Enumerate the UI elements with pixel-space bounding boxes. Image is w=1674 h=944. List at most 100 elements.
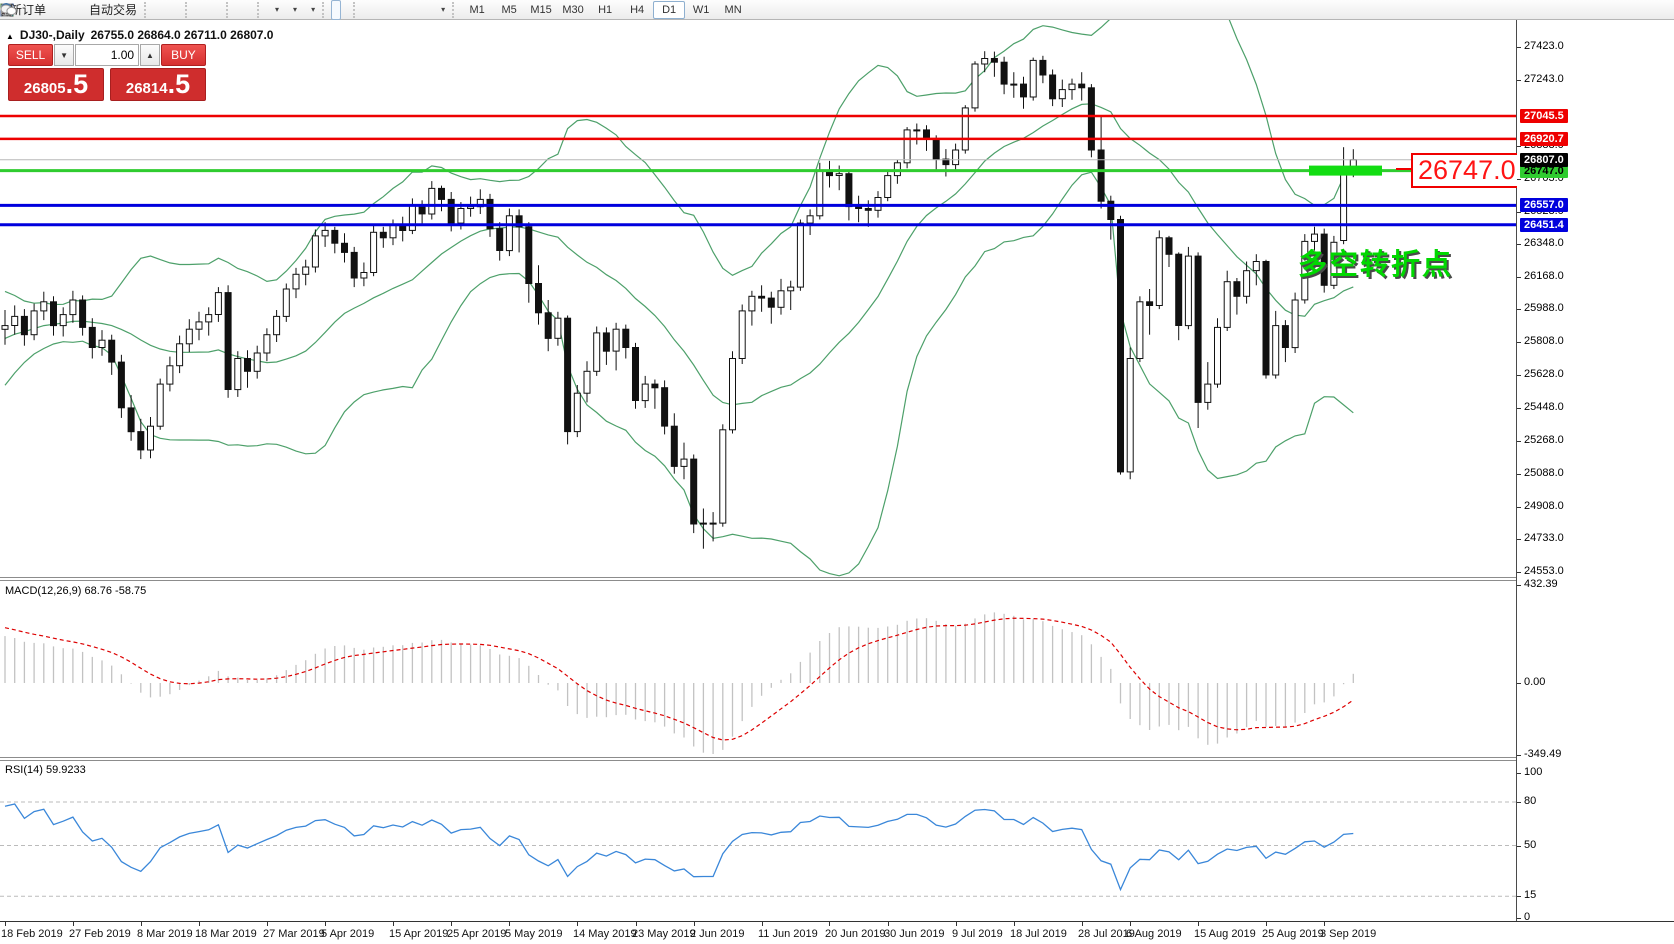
fibonacci-button[interactable]: F bbox=[1, 0, 412, 20]
chart-title: ▲ DJ30-,Daily 26755.0 26864.0 26711.0 26… bbox=[6, 28, 273, 42]
candlesticks bbox=[1, 51, 1357, 549]
crosshair-button[interactable] bbox=[1, 0, 351, 20]
time-tick bbox=[1266, 922, 1267, 926]
macd-canvas[interactable] bbox=[0, 581, 1516, 757]
macd-histogram bbox=[4, 612, 1354, 754]
horizontal-line-button[interactable] bbox=[1, 0, 382, 20]
indicators-button[interactable] bbox=[1, 0, 61, 20]
axis-tick bbox=[1517, 683, 1521, 684]
timeframe-d1-button[interactable]: D1 bbox=[653, 0, 686, 19]
pane-separator[interactable] bbox=[0, 577, 1674, 578]
chevron-down-icon[interactable]: ▾ bbox=[275, 5, 280, 14]
axis-tick-label: 25988.0 bbox=[1524, 302, 1564, 314]
zoom-in-button[interactable] bbox=[1, 0, 204, 20]
auto-scroll-button[interactable] bbox=[3, 0, 255, 20]
axis-tick bbox=[1517, 146, 1521, 147]
date-label: 14 May 2019 bbox=[573, 928, 637, 940]
trendline-button[interactable] bbox=[1, 0, 392, 20]
rsi-axis-label: 15 bbox=[1524, 889, 1537, 901]
axis-tick-label: 25808.0 bbox=[1524, 335, 1564, 347]
price-line-badge: 27045.5 bbox=[1520, 109, 1568, 123]
equidistant-channel-button[interactable]: E bbox=[1, 0, 402, 20]
timeframe-m5-button[interactable]: M5 bbox=[501, 3, 517, 16]
time-tick bbox=[5, 922, 6, 926]
horizontal-line-objects[interactable] bbox=[0, 114, 1516, 227]
timeframe-m30-button[interactable]: M30 bbox=[562, 3, 584, 16]
vertical-line-button[interactable] bbox=[6, 0, 372, 20]
signals-button[interactable] bbox=[0, 0, 81, 20]
pane-separator[interactable] bbox=[0, 580, 1674, 581]
date-label: 3 Sep 2019 bbox=[1320, 928, 1377, 940]
axis-tick bbox=[1517, 441, 1521, 442]
tile-windows-button[interactable] bbox=[0, 0, 224, 20]
price-chart-canvas[interactable] bbox=[0, 20, 1516, 578]
rsi-axis-label: 50 bbox=[1524, 839, 1537, 851]
time-tick bbox=[577, 922, 578, 926]
new-chart-button[interactable]: ▾ bbox=[1, 0, 284, 20]
time-tick bbox=[1082, 922, 1083, 926]
chevron-down-icon[interactable]: ▾ bbox=[293, 5, 298, 14]
zoom-out-button[interactable] bbox=[1, 0, 214, 20]
sell-price[interactable]: 26805.5 bbox=[8, 68, 105, 101]
chevron-down-icon[interactable]: ▾ bbox=[311, 5, 316, 14]
text-label-button[interactable]: T bbox=[1, 0, 432, 20]
date-label: 30 Jun 2019 bbox=[884, 928, 945, 940]
highlight-rectangle[interactable] bbox=[1309, 165, 1382, 176]
ohlc-values: 26755.0 26864.0 26711.0 26807.0 bbox=[90, 28, 274, 42]
volume-decrease-button[interactable]: ▼ bbox=[54, 44, 74, 66]
new-order-label: 新订单 bbox=[10, 3, 47, 17]
time-tick bbox=[199, 922, 200, 926]
price-tag-label[interactable]: 26747.0 bbox=[1411, 153, 1523, 188]
axis-tick bbox=[1517, 773, 1521, 774]
cursor-button[interactable] bbox=[3, 0, 342, 20]
price-line-badge: 26557.0 bbox=[1520, 198, 1568, 212]
bar-chart-button[interactable] bbox=[1, 0, 163, 20]
line-chart-button[interactable] bbox=[0, 0, 183, 20]
date-label: 15 Apr 2019 bbox=[389, 928, 449, 940]
pane-separator[interactable] bbox=[0, 760, 1674, 761]
timeframe-m15-button[interactable]: M15 bbox=[530, 3, 552, 16]
time-axis[interactable]: 18 Feb 2019 27 Feb 2019 8 Mar 2019 18 Mar 2… bbox=[0, 922, 1674, 944]
price-line-badge: 26747.0 bbox=[1520, 164, 1568, 178]
timeframe-w1-button[interactable]: W1 bbox=[692, 3, 710, 16]
turning-point-text[interactable]: 多空转折点 bbox=[1298, 249, 1454, 281]
axis-tick bbox=[1517, 846, 1521, 847]
date-label: 28 Jul 2019 bbox=[1078, 928, 1135, 940]
sell-button[interactable]: SELL bbox=[8, 44, 54, 66]
bollinger-bands[interactable] bbox=[4, 20, 1354, 577]
axis-tick bbox=[1517, 408, 1521, 409]
axis-tick-label: 27243.0 bbox=[1524, 73, 1564, 85]
time-tick bbox=[888, 922, 889, 926]
market-watch-button[interactable] bbox=[2, 0, 71, 20]
axis-tick-label: 26348.0 bbox=[1524, 237, 1564, 249]
buy-button[interactable]: BUY bbox=[160, 44, 206, 66]
axis-tick bbox=[1517, 244, 1521, 245]
candle-chart-button[interactable] bbox=[1, 0, 173, 20]
collapse-arrow-icon[interactable]: ▲ bbox=[6, 32, 14, 41]
chevron-down-icon[interactable]: ▾ bbox=[441, 5, 446, 14]
timeframe-h1-button[interactable]: H1 bbox=[598, 3, 613, 16]
date-label: 25 Apr 2019 bbox=[447, 928, 507, 940]
timeframe-m1-button[interactable]: M1 bbox=[469, 3, 485, 16]
axis-tick bbox=[1517, 918, 1521, 919]
rsi-canvas[interactable] bbox=[0, 762, 1516, 921]
text-button[interactable]: A bbox=[3, 0, 422, 20]
chart-shift-button[interactable] bbox=[2, 0, 245, 20]
volume-increase-button[interactable]: ▲ bbox=[140, 44, 160, 66]
chart-window[interactable]: ▲ DJ30-,Daily 26755.0 26864.0 26711.0 26… bbox=[0, 20, 1674, 944]
pane-separator[interactable] bbox=[0, 757, 1674, 758]
timeframe-h4-button[interactable]: H4 bbox=[630, 3, 645, 16]
templates-button[interactable]: ▾ bbox=[2, 0, 320, 20]
arrows-button[interactable]: ▾ bbox=[1, 0, 450, 20]
auto-trading-button[interactable]: 自动交易 bbox=[1, 0, 142, 20]
volume-input[interactable]: 1.00 bbox=[74, 44, 140, 66]
macd-axis-label: 0.00 bbox=[1524, 676, 1546, 688]
periods-button[interactable]: ▾ bbox=[1, 0, 302, 20]
timeframe-mn-button[interactable]: MN bbox=[724, 3, 742, 16]
time-tick bbox=[1014, 922, 1015, 926]
date-label: 20 Jun 2019 bbox=[825, 928, 886, 940]
buy-price[interactable]: 26814.5 bbox=[109, 68, 206, 101]
price-axis[interactable]: 27423.027243.026883.026703.026523.026348… bbox=[1517, 20, 1674, 923]
